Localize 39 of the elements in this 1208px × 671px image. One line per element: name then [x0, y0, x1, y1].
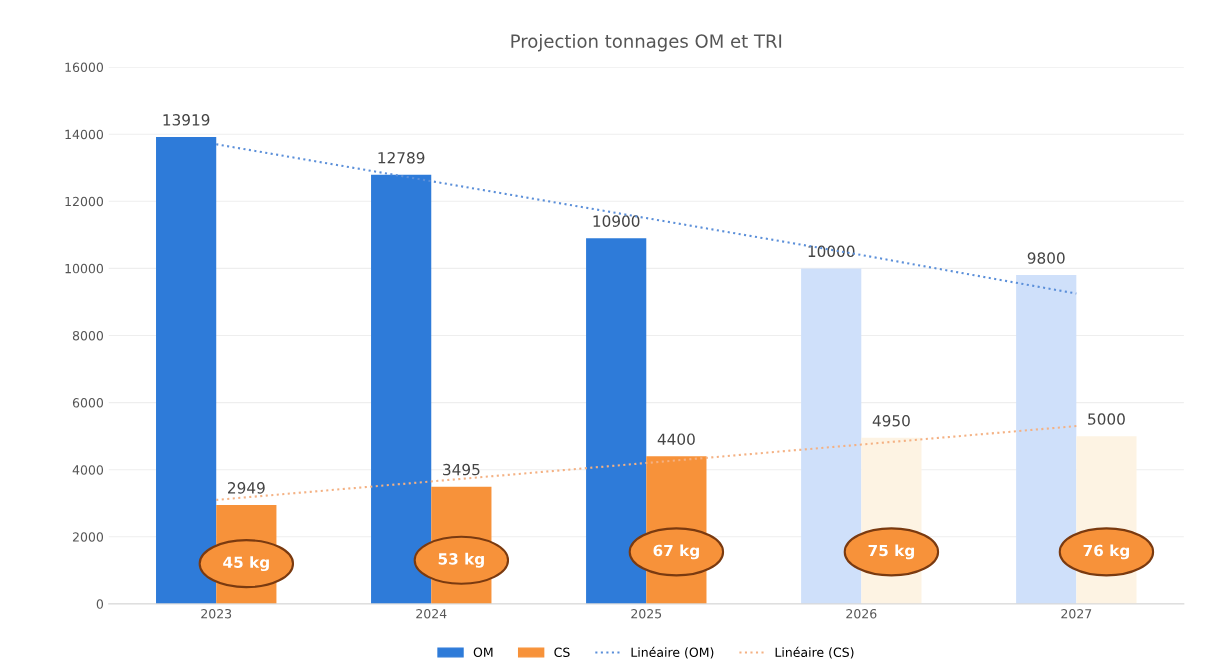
- line-series: [215, 425, 1078, 501]
- data-label: 5000: [1088, 413, 1125, 425]
- chart-title: Projection tonnages OM et TRI: [511, 33, 782, 52]
- annotation: 75 kg: [868, 544, 914, 560]
- x-tick-label: 2024: [416, 608, 447, 619]
- data-label: 4950: [872, 414, 910, 427]
- bar: [1016, 275, 1077, 604]
- y-tick-label: 14000: [65, 129, 104, 140]
- legend-label: OM: [473, 647, 493, 658]
- data-label: 3495: [443, 463, 480, 476]
- data-label: 10900: [593, 215, 640, 227]
- y-tick-label: 6000: [72, 398, 104, 408]
- bar: [801, 268, 862, 604]
- annotation: 45 kg: [223, 556, 269, 572]
- y-tick-label: 16000: [65, 62, 104, 73]
- data-label: 12789: [378, 151, 425, 164]
- x-tick-label: 2026: [846, 608, 877, 619]
- data-label: 9800: [1027, 252, 1065, 264]
- bar: [371, 174, 432, 604]
- y-tick-label: 12000: [65, 196, 104, 207]
- bar: [156, 136, 217, 604]
- y-tick-label: 10000: [65, 263, 104, 274]
- x-tick-label: 2027: [1061, 608, 1092, 619]
- data-label: 2949: [228, 482, 265, 494]
- x-tick-label: 2025: [631, 608, 662, 619]
- annotation: 53 kg: [438, 552, 484, 568]
- data-label: 4400: [657, 433, 695, 445]
- bar: [586, 238, 647, 604]
- data-label: 13919: [163, 114, 210, 126]
- legend-label: Linéaire (OM): [631, 646, 714, 659]
- legend-label: CS: [554, 647, 570, 658]
- x-tick-label: 2023: [201, 608, 232, 619]
- annotation: 76 kg: [1083, 544, 1129, 560]
- y-tick-label: 0: [96, 599, 104, 609]
- y-tick-label: 4000: [72, 465, 104, 475]
- legend-label: Linéaire (CS): [775, 646, 854, 659]
- y-tick-label: 8000: [72, 330, 104, 341]
- y-tick-label: 2000: [72, 532, 104, 542]
- annotation: 67 kg: [653, 544, 699, 560]
